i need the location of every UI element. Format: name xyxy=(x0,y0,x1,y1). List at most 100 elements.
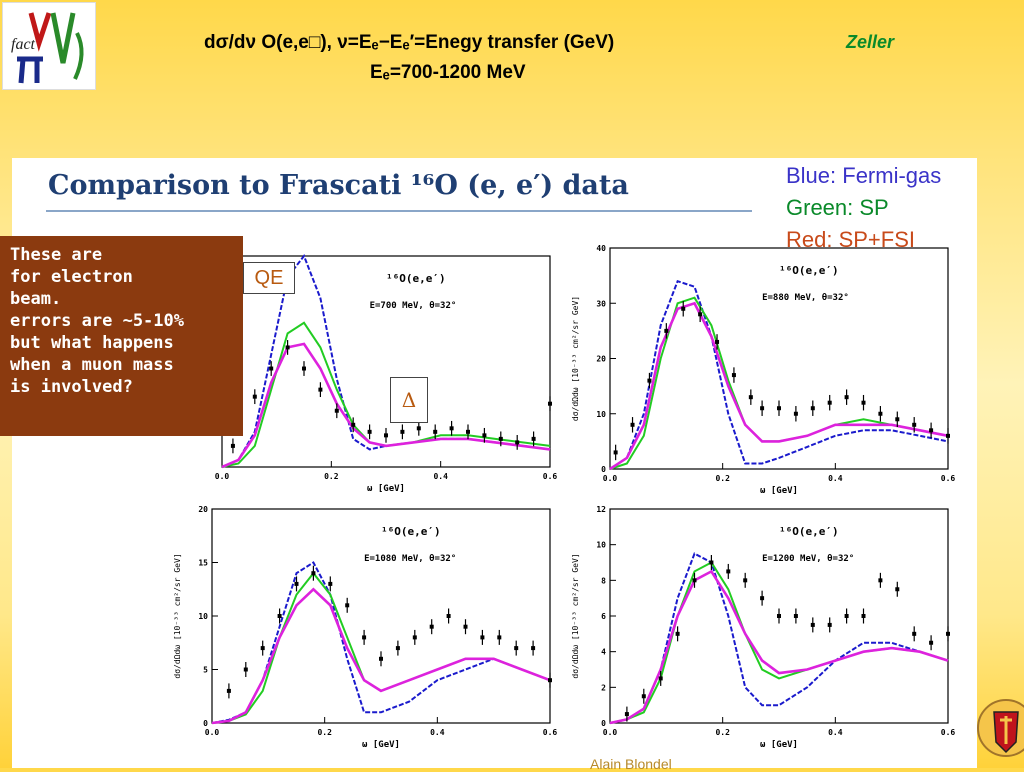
data-point xyxy=(230,443,235,448)
x-axis-label: ω [GeV] xyxy=(760,486,798,496)
y-tick-label: 15 xyxy=(198,559,208,568)
data-point xyxy=(878,411,883,416)
data-point xyxy=(548,401,552,406)
data-point xyxy=(647,378,652,383)
y-tick-label: 0 xyxy=(601,719,606,728)
data-point xyxy=(345,603,350,608)
data-point xyxy=(334,408,339,413)
plot-frame xyxy=(609,247,949,470)
x-axis-label: ω [GeV] xyxy=(362,740,400,750)
data-point xyxy=(793,411,798,416)
plot-frame xyxy=(211,508,551,724)
series-line-sp-fsi xyxy=(609,301,949,471)
data-point xyxy=(531,436,536,441)
panel-annotation: E=1080 MeV, θ=32° xyxy=(364,554,456,564)
data-point xyxy=(480,635,485,640)
y-tick-label: 30 xyxy=(596,299,606,308)
data-point xyxy=(827,622,832,627)
x-tick-label: 0.6 xyxy=(543,728,558,737)
x-tick-label: 0.0 xyxy=(603,728,618,737)
data-point xyxy=(416,426,421,431)
data-point xyxy=(698,312,703,317)
data-point xyxy=(726,569,731,574)
x-axis-label: ω [GeV] xyxy=(760,740,798,750)
series-line-sp-fsi xyxy=(609,569,949,725)
data-point xyxy=(760,406,765,411)
y-axis-label: dσ/dΩdω [10⁻³³ cm²/sr GeV] xyxy=(571,296,580,421)
data-point xyxy=(748,395,753,400)
x-tick-label: 0.0 xyxy=(603,474,618,483)
data-point xyxy=(731,373,736,378)
panel-annotation: E=880 MeV, θ=32° xyxy=(762,293,849,303)
y-tick-label: 10 xyxy=(596,410,606,419)
data-point xyxy=(861,400,866,405)
electron-beam-note: These are for electron beam. errors are … xyxy=(0,236,243,436)
author-name: Zeller xyxy=(846,32,895,52)
data-point xyxy=(379,656,383,661)
data-point xyxy=(252,394,257,399)
y-tick-label: 5 xyxy=(203,666,208,675)
data-point xyxy=(777,406,781,411)
series-line-sp-fsi xyxy=(211,587,551,725)
panel-title: ¹⁶O(e,e′) xyxy=(779,525,839,538)
data-point xyxy=(548,678,552,683)
data-point xyxy=(658,676,663,681)
data-point xyxy=(777,614,781,618)
data-point xyxy=(760,596,765,601)
data-point xyxy=(613,450,618,455)
data-point xyxy=(810,622,815,627)
data-point xyxy=(463,624,468,629)
data-point xyxy=(675,631,680,636)
title-line-2: Eₑ=700-1200 MeV xyxy=(370,62,526,83)
x-tick-label: 0.4 xyxy=(433,472,448,481)
data-point xyxy=(912,422,917,427)
data-point xyxy=(895,417,900,422)
data-point xyxy=(367,429,372,434)
data-point xyxy=(827,400,832,405)
data-point xyxy=(715,339,720,344)
data-point xyxy=(498,436,503,441)
data-point xyxy=(269,366,274,371)
data-point xyxy=(429,624,434,629)
data-point xyxy=(630,422,635,427)
x-tick-label: 0.0 xyxy=(215,472,230,481)
data-point xyxy=(514,646,519,651)
data-point xyxy=(277,614,282,618)
y-tick-label: 4 xyxy=(601,648,606,657)
y-tick-label: 10 xyxy=(198,612,208,621)
data-point xyxy=(929,640,934,645)
data-point xyxy=(946,433,950,438)
data-point xyxy=(446,614,451,618)
data-point xyxy=(466,429,470,434)
title-line-1: dσ/dν O(e,e□), ν=Eₑ−Eₑ′=Enegy transfer (… xyxy=(204,32,615,53)
data-point xyxy=(895,587,900,592)
x-tick-label: 0.4 xyxy=(430,728,445,737)
data-point xyxy=(328,581,333,586)
data-point xyxy=(302,366,306,371)
y-axis-label: dσ/dΩdω [10⁻³³ cm²/sr GeV] xyxy=(571,553,580,678)
data-point xyxy=(878,578,883,583)
panel-annotation: E=700 MeV, θ=32° xyxy=(370,301,457,311)
data-point xyxy=(482,433,487,438)
series-line-fermi-gas xyxy=(609,279,949,470)
y-tick-label: 40 xyxy=(596,244,606,253)
data-point xyxy=(384,433,388,438)
data-point xyxy=(946,631,950,636)
x-axis-label: ω [GeV] xyxy=(367,484,405,494)
data-point xyxy=(243,667,248,672)
data-point xyxy=(311,571,316,576)
x-tick-label: 0.2 xyxy=(317,728,332,737)
x-tick-label: 0.4 xyxy=(828,728,843,737)
data-point xyxy=(351,422,356,427)
data-point xyxy=(285,345,290,350)
y-tick-label: 8 xyxy=(601,576,606,585)
data-point xyxy=(260,646,265,651)
footer-author: Alain Blondel xyxy=(590,756,672,772)
data-point xyxy=(743,578,748,583)
data-point xyxy=(294,581,299,586)
x-tick-label: 0.4 xyxy=(828,474,843,483)
data-point xyxy=(692,578,697,583)
panel-title: ¹⁶O(e,e′) xyxy=(779,264,839,277)
data-point xyxy=(395,646,400,651)
data-point xyxy=(400,429,405,434)
